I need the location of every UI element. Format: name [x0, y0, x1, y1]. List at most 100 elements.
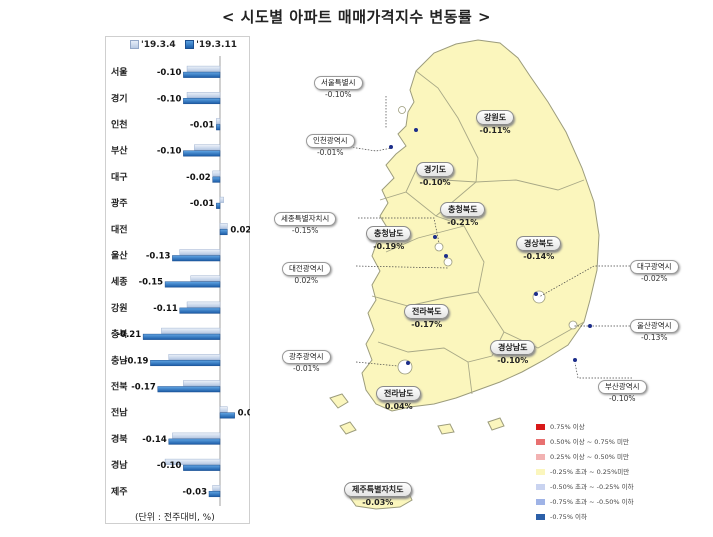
value-label: -0.19	[124, 356, 149, 366]
category-label: 제주	[111, 485, 128, 497]
callout-daegu: 대구광역시 -0.02%	[630, 260, 679, 284]
ulsan-area	[568, 320, 578, 330]
legend-label-new: '19.3.11	[196, 40, 237, 50]
bar-this-week	[179, 307, 221, 314]
map-legend-item: 0.75% 이상	[536, 421, 585, 431]
bar-prev-week	[186, 92, 221, 99]
legend-label-old: '19.3.4	[141, 40, 176, 50]
daejeon-dot	[444, 254, 448, 258]
callout-incheon: 인천광역시 -0.01%	[306, 134, 355, 158]
leader-line	[355, 265, 449, 269]
category-label: 부산	[111, 145, 128, 157]
legend-swatch	[536, 424, 545, 430]
value-label: 0.02	[230, 225, 250, 235]
map-legend-item: -0.50% 초과 ~ -0.25% 이하	[536, 481, 634, 491]
callout-sejong: 세종특별자치시 -0.15%	[274, 212, 337, 236]
legend-swatch	[536, 439, 545, 445]
province-border	[371, 291, 479, 307]
island-shape	[437, 423, 455, 435]
bar-this-week	[219, 229, 228, 236]
bar-this-week	[142, 333, 221, 340]
category-label: 경북	[111, 433, 128, 445]
bar-this-week	[183, 150, 221, 157]
map-legend-item: 0.50% 이상 ~ 0.75% 미만	[536, 436, 629, 446]
bar-this-week	[216, 202, 221, 209]
bar-this-week	[168, 438, 221, 445]
province-label-gyeongnam: 경상남도 -0.10%	[490, 340, 536, 366]
province-border	[385, 225, 465, 253]
bar-this-week	[157, 386, 221, 393]
province-label-chungnam: 충청남도 -0.19%	[366, 226, 412, 252]
callout-ulsan: 울산광역시 -0.13%	[630, 319, 679, 343]
bar-prev-week	[186, 301, 221, 308]
value-label: -0.21	[117, 330, 142, 340]
leader-line	[355, 361, 399, 367]
province-label-jeju: 제주특별자치도 -0.03%	[344, 482, 412, 508]
bar-prev-week	[183, 380, 221, 387]
sejong-area	[434, 242, 444, 252]
bar-prev-week	[219, 223, 228, 230]
category-label: 서울	[111, 66, 128, 78]
unit-note: (단위 : 전주대비, %)	[135, 513, 215, 523]
value-label: -0.03	[183, 487, 208, 497]
bar-prev-week	[219, 406, 228, 413]
gwangju-area	[397, 359, 413, 375]
province-border	[475, 179, 585, 191]
sejong-dot	[433, 235, 437, 239]
leader-line	[574, 362, 632, 379]
value-label: -0.10	[157, 461, 182, 471]
bar-prev-week	[194, 144, 221, 151]
bar-prev-week	[186, 65, 221, 72]
legend-swatch-new	[185, 40, 195, 49]
bar-prev-week	[168, 354, 221, 361]
category-label: 전북	[111, 381, 128, 393]
bar-prev-week	[212, 485, 221, 492]
map-legend-item: -0.25% 초과 ~ 0.25%미만	[536, 466, 629, 476]
legend-swatch	[536, 484, 545, 490]
daegu-dot	[534, 292, 538, 296]
map-legend-item: -0.75% 이하	[536, 511, 587, 521]
bar-prev-week	[216, 118, 221, 125]
bar-this-week	[183, 98, 221, 105]
callout-gwangju: 광주광역시 -0.01%	[282, 350, 331, 374]
province-label-gyeongbuk: 경상북도 -0.14%	[516, 236, 562, 262]
category-label: 인천	[111, 120, 128, 131]
callout-busan: 부산광역시 -0.10%	[598, 380, 647, 404]
bar-prev-week	[164, 458, 221, 465]
callout-daejeon: 대전광역시 0.02%	[282, 262, 331, 286]
callout-seoul: 서울특별시 -0.10%	[314, 76, 363, 100]
bar-prev-week	[172, 432, 221, 439]
leader-line	[349, 146, 393, 152]
bar-legend: '19.3.4 '19.3.11	[130, 40, 237, 50]
bar-this-week	[208, 491, 221, 498]
bar-this-week	[212, 176, 221, 183]
province-border	[415, 70, 479, 183]
province-label-gangwon: 강원도 -0.11%	[476, 110, 515, 136]
ulsan-dot	[588, 324, 592, 328]
category-label: 대구	[111, 171, 128, 183]
category-label: 광주	[111, 197, 128, 209]
bar-prev-week	[212, 170, 221, 177]
seoul-dot	[414, 128, 418, 132]
value-label: -0.13	[146, 252, 171, 262]
island-shape	[339, 421, 357, 435]
value-label: -0.02	[186, 173, 211, 183]
incheon-dot	[389, 145, 393, 149]
bar-this-week	[216, 124, 221, 131]
value-label: -0.17	[131, 383, 156, 393]
value-label: 0.04	[238, 409, 250, 419]
bar-chart: 서울 -0.10 경기 -0.10 인천 -0.01 부산 -0.10 대구 -0.02 광주 -0.…	[105, 36, 250, 524]
chart-frame	[105, 36, 250, 524]
bar-chart-panel: 서울 -0.10 경기 -0.10 인천 -0.01 부산 -0.10 대구 -0.02 광주 -0.…	[105, 36, 250, 524]
gwangju-dot	[406, 361, 410, 365]
seoul-area	[398, 106, 406, 114]
map-legend-item: 0.25% 이상 ~ 0.50% 미만	[536, 451, 629, 461]
province-border	[467, 361, 473, 395]
value-label: -0.10	[157, 68, 182, 78]
category-label: 충남	[111, 354, 128, 366]
bar-prev-week	[179, 249, 221, 256]
bar-this-week	[150, 360, 221, 367]
bar-prev-week	[161, 327, 221, 334]
bar-this-week	[172, 255, 221, 262]
value-label: -0.11	[153, 304, 178, 314]
